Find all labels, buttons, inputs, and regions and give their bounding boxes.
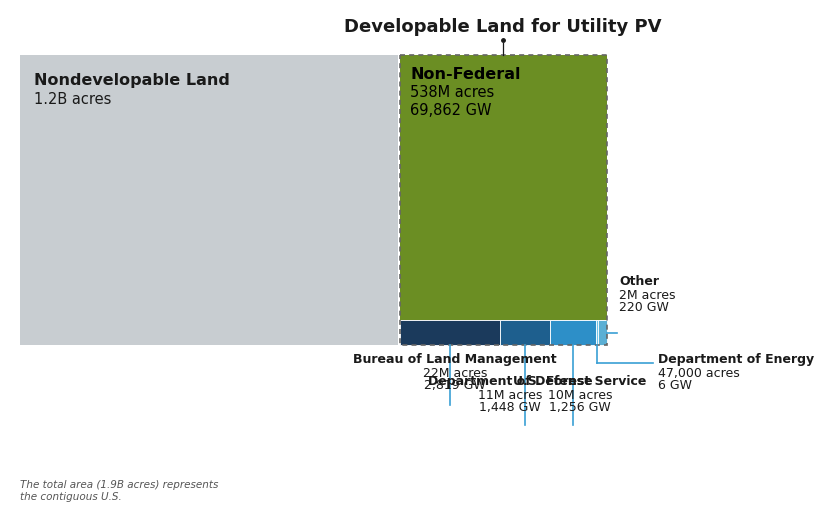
- Text: 6 GW: 6 GW: [658, 379, 692, 392]
- Text: Nondevelopable Land: Nondevelopable Land: [34, 73, 230, 88]
- Text: Department of Energy: Department of Energy: [658, 353, 814, 366]
- Text: 538M acres: 538M acres: [410, 85, 494, 100]
- Text: Department of Defense: Department of Defense: [427, 375, 592, 388]
- Bar: [550, 320, 596, 345]
- Text: 1.2B acres: 1.2B acres: [34, 92, 111, 107]
- Bar: [598, 320, 607, 345]
- Text: 2,819 GW: 2,819 GW: [424, 379, 486, 392]
- Bar: [596, 320, 598, 345]
- Text: 220 GW: 220 GW: [619, 301, 669, 314]
- Text: Developable Land for Utility PV: Developable Land for Utility PV: [344, 18, 662, 36]
- Text: Bureau of Land Management: Bureau of Land Management: [353, 353, 557, 366]
- Text: 11M acres: 11M acres: [478, 389, 542, 402]
- Text: 10M acres: 10M acres: [548, 389, 612, 402]
- Bar: [500, 320, 550, 345]
- Text: Non-Federal: Non-Federal: [410, 67, 521, 82]
- Text: The total area (1.9B acres) represents
the contiguous U.S.: The total area (1.9B acres) represents t…: [20, 480, 219, 502]
- Text: 47,000 acres: 47,000 acres: [658, 367, 740, 380]
- Bar: [400, 55, 607, 320]
- Bar: [400, 55, 607, 345]
- Text: 1,256 GW: 1,256 GW: [549, 401, 610, 414]
- Text: 1,448 GW: 1,448 GW: [479, 401, 541, 414]
- Bar: [400, 320, 500, 345]
- Text: 2M acres: 2M acres: [619, 289, 676, 302]
- Text: U.S. Forest Service: U.S. Forest Service: [513, 375, 647, 388]
- Bar: [20, 55, 398, 345]
- Text: 69,862 GW: 69,862 GW: [410, 103, 492, 118]
- Text: Other: Other: [619, 275, 659, 288]
- Text: 22M acres: 22M acres: [422, 367, 488, 380]
